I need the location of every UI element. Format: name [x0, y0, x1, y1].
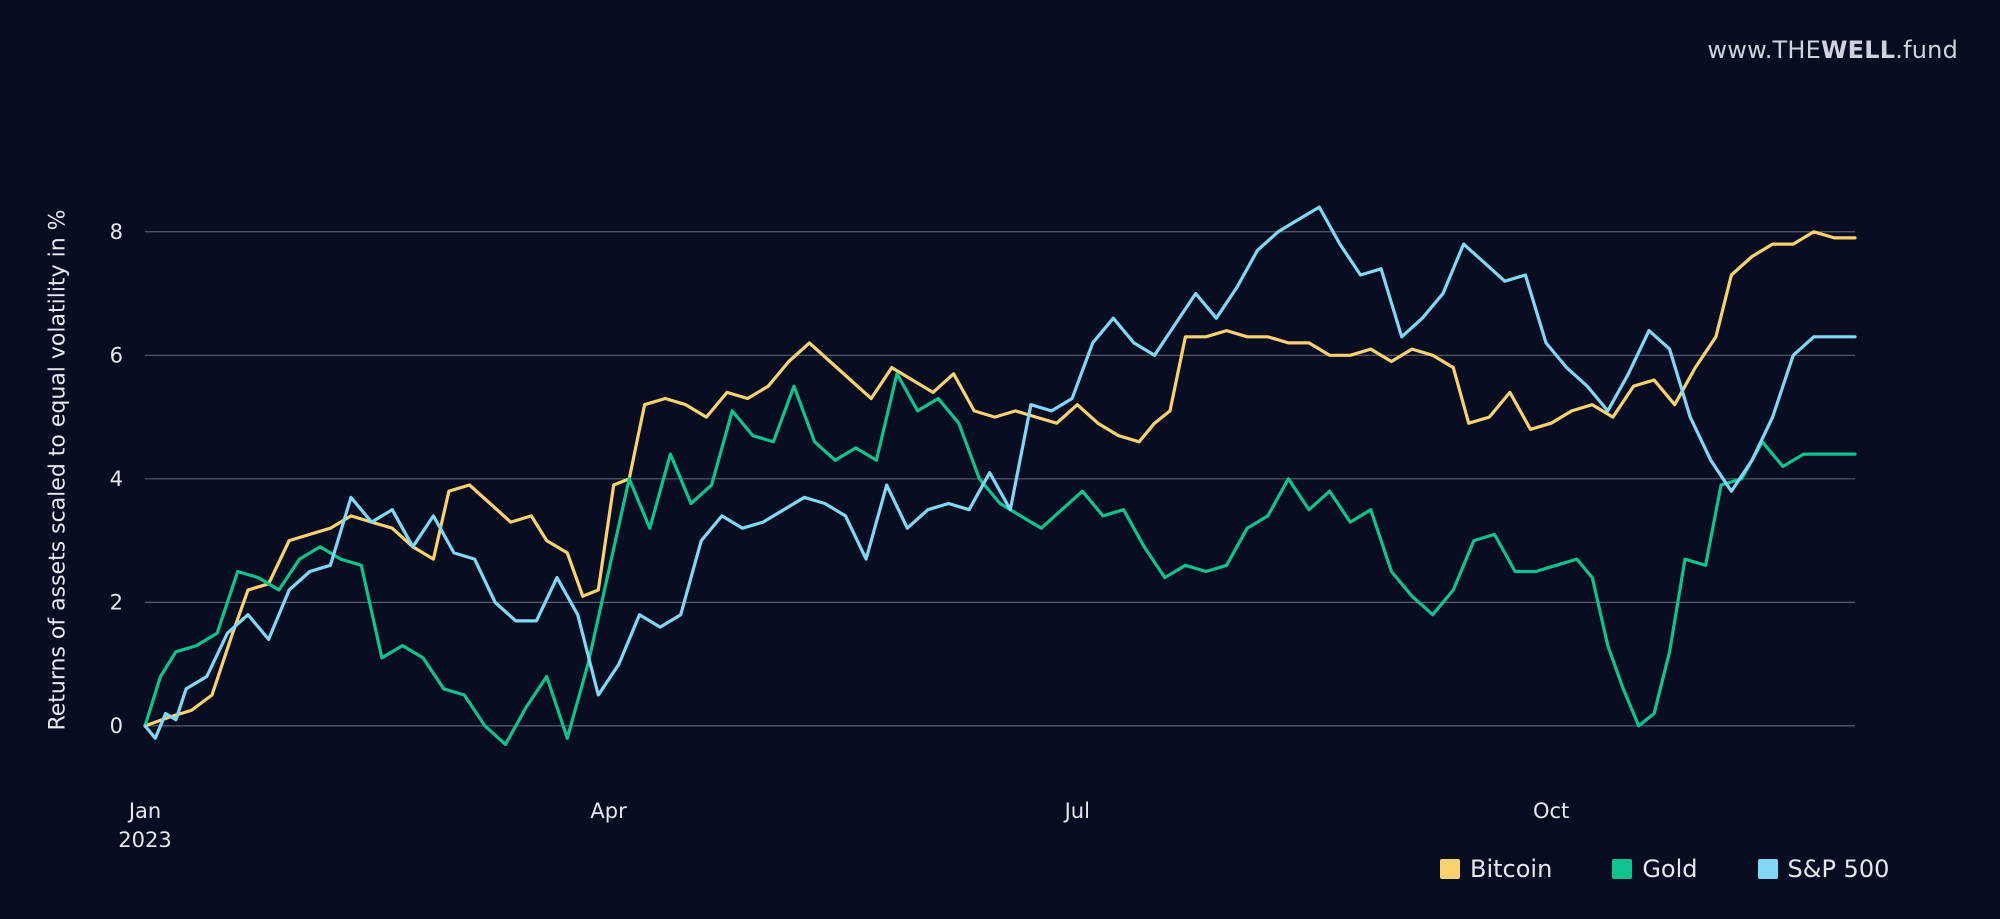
y-tick-label-0: 0 — [110, 714, 123, 738]
x-tick-sublabel-2023: 2023 — [118, 828, 171, 852]
series-line-bitcoin — [143, 230, 1857, 728]
series-line-s-p-500 — [143, 205, 1857, 740]
x-tick-label-jan: Jan — [127, 799, 161, 823]
y-tick-label-8: 8 — [110, 220, 123, 244]
y-tick-label-6: 6 — [110, 343, 123, 367]
legend-swatch-sp500 — [1757, 859, 1778, 879]
legend-item-bitcoin: Bitcoin — [1440, 855, 1552, 883]
watermark-suffix: .fund — [1895, 36, 1958, 64]
x-tick-label-oct: Oct — [1533, 799, 1569, 823]
legend: Bitcoin Gold S&P 500 — [1440, 855, 1889, 883]
watermark-bold: WELL — [1821, 36, 1896, 64]
watermark: www.THEWELL.fund — [1707, 36, 1958, 64]
y-axis-label: Returns of assets scaled to equal volati… — [45, 209, 71, 731]
watermark-prefix: www.THE — [1707, 36, 1821, 64]
y-tick-label-2: 2 — [110, 590, 123, 614]
legend-label-gold: Gold — [1642, 855, 1698, 883]
legend-label-sp500: S&P 500 — [1787, 855, 1890, 883]
y-tick-label-4: 4 — [110, 467, 123, 491]
x-tick-label-jul: Jul — [1063, 799, 1090, 823]
legend-swatch-bitcoin — [1440, 859, 1460, 879]
legend-label-bitcoin: Bitcoin — [1470, 855, 1553, 883]
x-tick-label-apr: Apr — [590, 799, 627, 823]
series-line-gold — [143, 372, 1857, 746]
legend-swatch-gold — [1612, 859, 1633, 879]
legend-item-gold: Gold — [1612, 855, 1698, 883]
legend-item-sp500: S&P 500 — [1757, 855, 1890, 883]
